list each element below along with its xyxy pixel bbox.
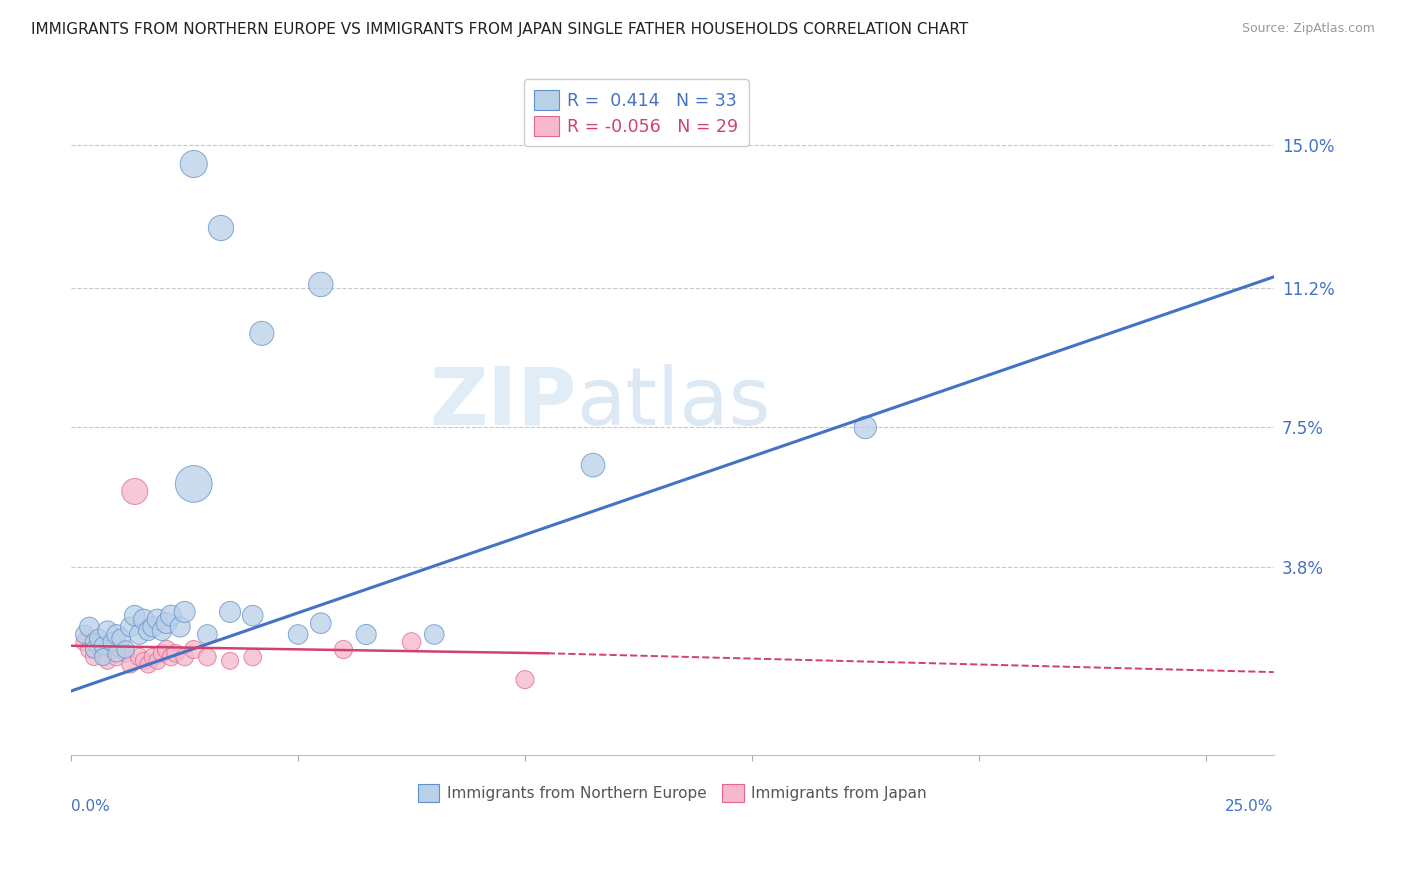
Point [183, 642, 205, 657]
Point [242, 608, 264, 623]
Point [101, 635, 124, 649]
Point [124, 484, 146, 499]
Point [173, 650, 195, 665]
Point [79, 642, 101, 657]
Point [195, 650, 218, 665]
Point [138, 657, 160, 672]
Legend: Immigrants from Northern Europe, Immigrants from Japan: Immigrants from Northern Europe, Immigra… [412, 779, 934, 808]
Point [287, 627, 309, 641]
Point [513, 673, 536, 687]
Point [183, 477, 205, 491]
Point [146, 612, 169, 626]
Point [309, 277, 332, 292]
Point [110, 632, 132, 646]
Point [250, 326, 273, 341]
Point [101, 642, 124, 657]
Text: IMMIGRANTS FROM NORTHERN EUROPE VS IMMIGRANTS FROM JAPAN SINGLE FATHER HOUSEHOLD: IMMIGRANTS FROM NORTHERN EUROPE VS IMMIG… [31, 22, 969, 37]
Point [128, 650, 150, 665]
Point [160, 650, 183, 665]
Point [155, 616, 177, 631]
Point [209, 221, 232, 235]
Text: 0.0%: 0.0% [72, 799, 110, 814]
Point [91, 646, 114, 660]
Point [87, 632, 110, 646]
Point [309, 616, 332, 631]
Text: Source: ZipAtlas.com: Source: ZipAtlas.com [1241, 22, 1375, 36]
Point [110, 642, 132, 657]
Point [73, 627, 96, 641]
Point [114, 642, 136, 657]
Point [91, 650, 114, 665]
Point [120, 657, 142, 672]
Point [146, 654, 169, 668]
Point [96, 654, 118, 668]
Point [169, 620, 191, 634]
Point [183, 157, 205, 171]
Point [79, 620, 101, 634]
Point [160, 608, 183, 623]
Point [73, 635, 96, 649]
Text: 25.0%: 25.0% [1225, 799, 1274, 814]
Point [155, 642, 177, 657]
Point [242, 650, 264, 665]
Point [401, 635, 423, 649]
Point [132, 654, 155, 668]
Point [105, 650, 128, 665]
Point [124, 608, 146, 623]
Point [423, 627, 446, 641]
Point [142, 650, 165, 665]
Point [165, 646, 187, 660]
Point [132, 612, 155, 626]
Point [138, 624, 160, 638]
Text: ZIP: ZIP [429, 364, 576, 442]
Point [91, 639, 114, 653]
Point [219, 654, 242, 668]
Point [150, 646, 173, 660]
Point [83, 635, 105, 649]
Point [105, 627, 128, 641]
Point [150, 624, 173, 638]
Point [219, 605, 242, 619]
Point [105, 646, 128, 660]
Point [142, 620, 165, 634]
Point [83, 642, 105, 657]
Point [87, 639, 110, 653]
Point [120, 620, 142, 634]
Point [582, 458, 605, 472]
Point [853, 420, 876, 434]
Point [332, 642, 354, 657]
Point [173, 605, 195, 619]
Point [114, 646, 136, 660]
Point [195, 627, 218, 641]
Text: atlas: atlas [576, 364, 770, 442]
Point [354, 627, 377, 641]
Point [83, 650, 105, 665]
Point [96, 624, 118, 638]
Point [128, 627, 150, 641]
